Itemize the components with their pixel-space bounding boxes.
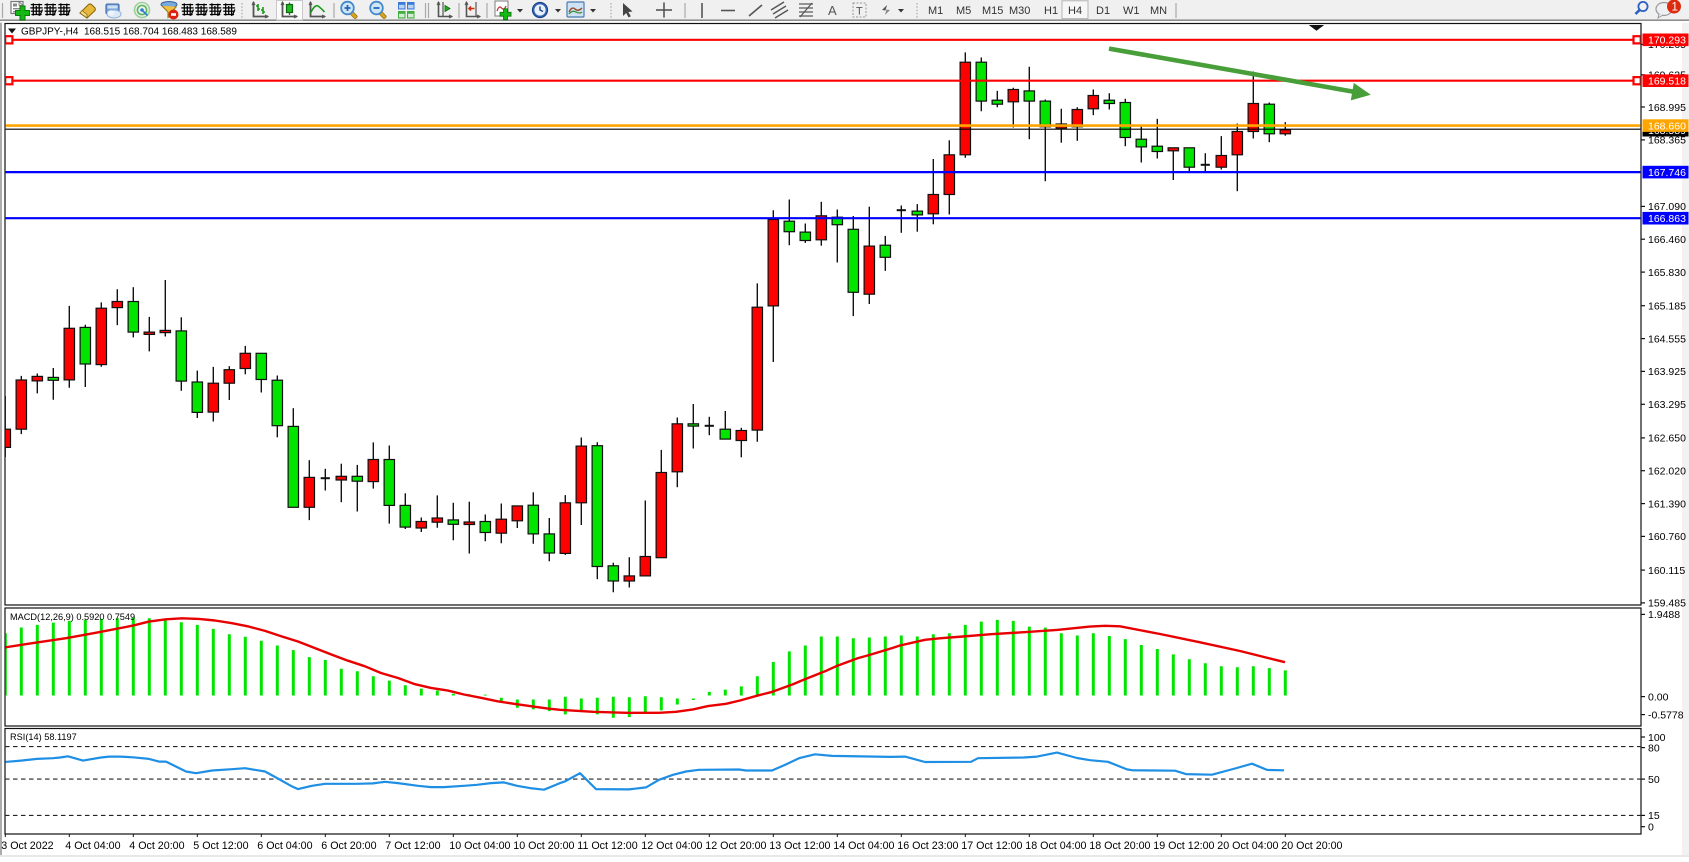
svg-text:168.660: 168.660 (1648, 121, 1686, 133)
svg-text:16 Oct 23:00: 16 Oct 23:00 (897, 840, 958, 852)
svg-text:160.115: 160.115 (1648, 565, 1685, 577)
svg-text:167.746: 167.746 (1648, 167, 1686, 179)
svg-text:0.00: 0.00 (1648, 691, 1669, 703)
svg-text:12 Oct 04:00: 12 Oct 04:00 (641, 840, 702, 852)
svg-text:20 Oct 04:00: 20 Oct 04:00 (1217, 840, 1278, 852)
svg-text:162.020: 162.020 (1648, 466, 1686, 478)
svg-text:M15: M15 (982, 5, 1003, 17)
svg-text:166.863: 166.863 (1648, 213, 1686, 225)
svg-text:4 Oct 20:00: 4 Oct 20:00 (129, 840, 184, 852)
svg-text:100: 100 (1648, 732, 1666, 744)
svg-text:M30: M30 (1009, 5, 1030, 17)
svg-text:15: 15 (1648, 810, 1660, 822)
svg-text:1: 1 (1672, 2, 1678, 14)
svg-text:D1: D1 (1096, 5, 1110, 17)
svg-text:A: A (828, 3, 837, 18)
svg-text:MN: MN (1150, 5, 1167, 17)
svg-text:13 Oct 12:00: 13 Oct 12:00 (769, 840, 830, 852)
svg-text:M5: M5 (956, 5, 971, 17)
svg-text:164.555: 164.555 (1648, 333, 1686, 345)
svg-text:163.295: 163.295 (1648, 399, 1686, 411)
svg-text:H4: H4 (1068, 5, 1082, 17)
svg-text:80: 80 (1648, 742, 1660, 754)
svg-text:1.9488: 1.9488 (1648, 609, 1680, 621)
svg-text:18 Oct 20:00: 18 Oct 20:00 (1089, 840, 1150, 852)
svg-text:17 Oct 12:00: 17 Oct 12:00 (961, 840, 1022, 852)
svg-text:6 Oct 20:00: 6 Oct 20:00 (321, 840, 376, 852)
svg-text:GBPJPY-,H4 168.515 168.704 16: GBPJPY-,H4 168.515 168.704 168.483 168.5… (21, 27, 237, 38)
svg-text:170.293: 170.293 (1648, 35, 1686, 47)
svg-text:M1: M1 (928, 5, 943, 17)
svg-text:MACD(12,26,9) 0.5920 0.7549: MACD(12,26,9) 0.5920 0.7549 (10, 612, 135, 622)
svg-text:163.925: 163.925 (1648, 366, 1686, 378)
svg-text:10 Oct 20:00: 10 Oct 20:00 (513, 840, 574, 852)
svg-text:160.760: 160.760 (1648, 531, 1686, 543)
svg-text:11 Oct 12:00: 11 Oct 12:00 (577, 840, 637, 852)
svg-text:159.485: 159.485 (1648, 598, 1686, 610)
svg-text:12 Oct 20:00: 12 Oct 20:00 (705, 840, 766, 852)
svg-text:W1: W1 (1123, 5, 1140, 17)
svg-text:20 Oct 20:00: 20 Oct 20:00 (1281, 840, 1342, 852)
svg-text:5 Oct 12:00: 5 Oct 12:00 (193, 840, 248, 852)
svg-text:4 Oct 04:00: 4 Oct 04:00 (65, 840, 120, 852)
svg-text:18 Oct 04:00: 18 Oct 04:00 (1025, 840, 1086, 852)
svg-text:14 Oct 04:00: 14 Oct 04:00 (833, 840, 894, 852)
svg-text:6 Oct 04:00: 6 Oct 04:00 (257, 840, 312, 852)
svg-text:165.830: 165.830 (1648, 267, 1686, 279)
svg-text:162.650: 162.650 (1648, 433, 1686, 445)
svg-text:165.185: 165.185 (1648, 301, 1686, 313)
svg-text:161.390: 161.390 (1648, 498, 1686, 510)
svg-text:7 Oct 12:00: 7 Oct 12:00 (385, 840, 440, 852)
svg-text:T: T (856, 6, 863, 18)
svg-text:19 Oct 12:00: 19 Oct 12:00 (1153, 840, 1214, 852)
svg-text:H1: H1 (1044, 5, 1058, 17)
svg-text:50: 50 (1648, 774, 1660, 786)
svg-text:RSI(14) 58.1197: RSI(14) 58.1197 (10, 732, 77, 742)
svg-text:167.090: 167.090 (1648, 201, 1686, 213)
svg-text:3 Oct 2022: 3 Oct 2022 (1, 840, 53, 852)
svg-text:10 Oct 04:00: 10 Oct 04:00 (449, 840, 510, 852)
svg-text:169.518: 169.518 (1648, 76, 1686, 88)
svg-text:-0.5778: -0.5778 (1648, 709, 1684, 721)
svg-text:166.460: 166.460 (1648, 234, 1686, 246)
svg-text:168.995: 168.995 (1648, 102, 1686, 114)
svg-text:0: 0 (1648, 822, 1654, 834)
svg-text:168.365: 168.365 (1648, 135, 1686, 147)
